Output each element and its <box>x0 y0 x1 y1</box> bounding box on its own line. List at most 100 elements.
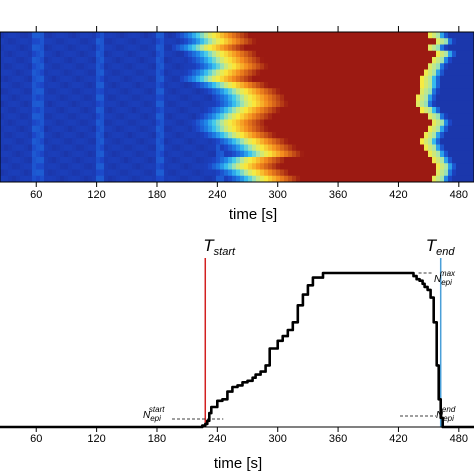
heatmap-cell <box>360 119 365 127</box>
heatmap-cell <box>216 107 221 114</box>
heatmap-cell <box>388 150 393 158</box>
heatmap-cell <box>200 57 205 64</box>
heatmap-cell <box>84 94 89 102</box>
heatmap-cell <box>284 44 289 52</box>
heatmap-cell <box>152 88 157 95</box>
heatmap-cell <box>36 63 41 70</box>
heatmap-cell <box>172 119 177 127</box>
heatmap-cell <box>416 169 421 177</box>
heatmap-cell <box>96 88 101 95</box>
heatmap-cell <box>432 32 437 39</box>
heatmap-cell <box>332 50 337 58</box>
heatmap-cell <box>456 119 461 127</box>
heatmap-cell <box>156 63 161 70</box>
heatmap-cell <box>64 150 69 158</box>
heatmap-cell <box>336 82 341 89</box>
heatmap-cell <box>132 157 137 164</box>
heatmap-cell <box>388 94 393 102</box>
heatmap-cell <box>300 175 305 183</box>
line-xlabel: time [s] <box>214 455 262 472</box>
heatmap-cell <box>88 157 93 164</box>
heatmap-cell <box>84 57 89 64</box>
heatmap-cell <box>464 63 469 70</box>
heatmap-cell <box>136 94 141 102</box>
heatmap-cell <box>256 38 261 45</box>
heatmap-cell <box>216 100 221 108</box>
heatmap-cell <box>304 100 309 108</box>
heatmap-cell <box>148 119 153 127</box>
heatmap-cell <box>412 138 417 145</box>
heatmap-cell <box>424 38 429 45</box>
heatmap-cell <box>164 119 169 127</box>
heatmap-cell <box>156 169 161 177</box>
heatmap-cell <box>456 163 461 170</box>
heatmap-cell <box>452 44 457 52</box>
heatmap-cell <box>172 75 177 83</box>
heatmap-cell <box>16 119 21 127</box>
heatmap-cell <box>12 100 17 108</box>
heatmap-cell <box>464 163 469 170</box>
heatmap-cell <box>336 113 341 120</box>
heatmap-cell <box>376 132 381 139</box>
heatmap-cell <box>116 125 121 133</box>
heatmap-cell <box>456 113 461 120</box>
heatmap-cell <box>404 38 409 45</box>
heatmap-cell <box>216 163 221 170</box>
heatmap-cell <box>160 69 165 77</box>
heatmap-cell <box>456 57 461 64</box>
heatmap-cell <box>304 94 309 102</box>
heatmap-cell <box>128 132 133 139</box>
heatmap-cell <box>52 75 57 83</box>
heatmap-cell <box>24 119 29 127</box>
heatmap-cell <box>96 107 101 114</box>
heatmap-cell <box>464 88 469 95</box>
heatmap-cell <box>120 150 125 158</box>
heatmap-cell <box>388 175 393 183</box>
heatmap-cell <box>120 119 125 127</box>
heatmap-cell <box>472 132 474 139</box>
heatmap-cell <box>256 144 261 152</box>
heatmap-cell <box>236 63 241 70</box>
heatmap-cell <box>36 144 41 152</box>
heatmap-cell <box>368 150 373 158</box>
heatmap-cell <box>332 144 337 152</box>
line-tick-label: 360 <box>329 433 347 445</box>
heatmap-cell <box>436 150 441 158</box>
heatmap-cell <box>128 88 133 95</box>
heatmap-cells <box>0 32 474 183</box>
heatmap-cell <box>308 138 313 145</box>
heatmap-cell <box>408 169 413 177</box>
heatmap-cell <box>380 94 385 102</box>
heatmap-cell <box>84 88 89 95</box>
heatmap-cell <box>88 119 93 127</box>
heatmap-cell <box>416 44 421 52</box>
heatmap-cell <box>216 113 221 120</box>
heatmap-cell <box>104 138 109 145</box>
heatmap-cell <box>204 38 209 45</box>
heatmap-cell <box>8 32 13 39</box>
heatmap-cell <box>392 119 397 127</box>
heatmap-cell <box>64 132 69 139</box>
heatmap-cell <box>20 75 25 83</box>
heatmap-cell <box>356 175 361 183</box>
heatmap-cell <box>140 69 145 77</box>
heatmap-cell <box>320 175 325 183</box>
heatmap-cell <box>12 119 17 127</box>
heatmap-cell <box>188 38 193 45</box>
heatmap-cell <box>368 32 373 39</box>
heatmap-cell <box>216 144 221 152</box>
heatmap-cell <box>288 138 293 145</box>
heatmap-cell <box>48 94 53 102</box>
heatmap-cell <box>108 69 113 77</box>
heatmap-cell <box>72 138 77 145</box>
heatmap-cell <box>360 75 365 83</box>
heatmap-cell <box>308 175 313 183</box>
heatmap-cell <box>464 32 469 39</box>
heatmap-cell <box>352 150 357 158</box>
heatmap-cell <box>40 82 45 89</box>
heatmap-cell <box>172 169 177 177</box>
heatmap-cell <box>388 57 393 64</box>
heatmap-cell <box>100 125 105 133</box>
heatmap-cell <box>384 38 389 45</box>
heatmap-cell <box>404 119 409 127</box>
